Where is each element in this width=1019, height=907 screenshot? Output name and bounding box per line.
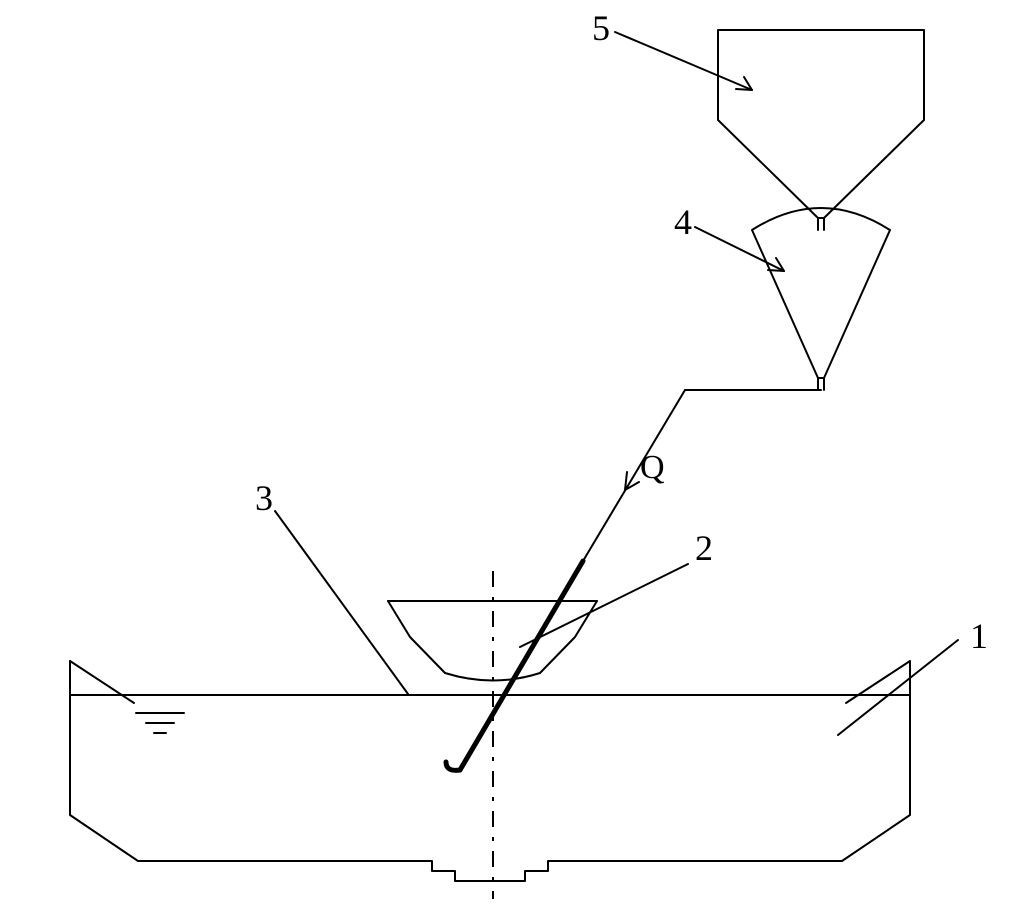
leader-l5 [615,32,752,90]
container-shoulder-left [70,661,134,703]
vessel-5 [718,30,924,218]
label-4: 4 [674,202,692,242]
label-1: 1 [970,616,988,656]
label-q: Q [640,449,665,486]
label-3: 3 [255,478,273,518]
container-shoulder-right [846,661,910,703]
label-2: 2 [695,528,713,568]
leader-l2 [520,564,688,647]
vessel-4 [752,208,890,378]
leader-l4 [695,227,784,271]
lance-lower [460,561,583,770]
lance-hook [446,762,460,770]
leader-l1 [838,640,958,735]
lance-upper [583,390,685,561]
label-5: 5 [592,8,610,48]
